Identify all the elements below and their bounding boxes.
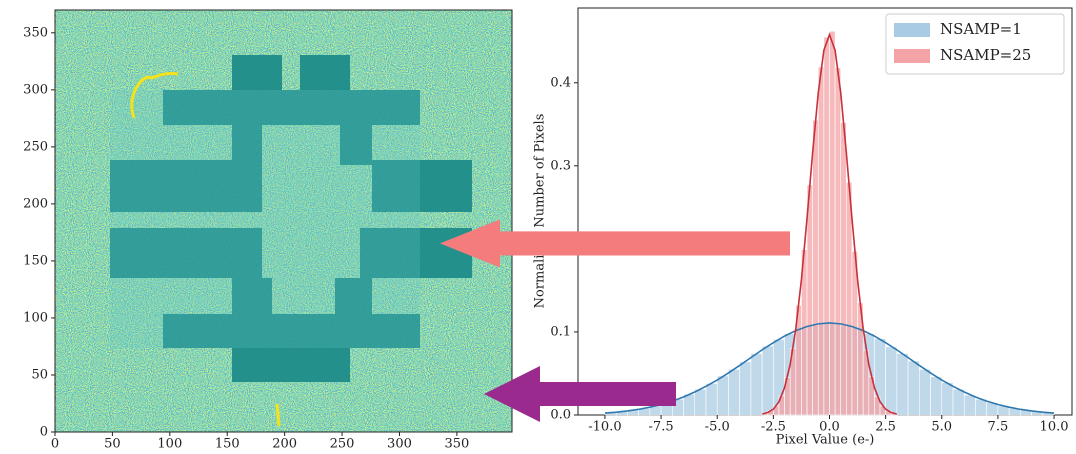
x-tick-label: -5.0: [705, 420, 730, 435]
bar: [964, 395, 975, 415]
bar: [813, 120, 819, 415]
x-tick-label: 50: [104, 437, 121, 452]
bar: [942, 383, 953, 415]
bar: [728, 369, 739, 415]
bar: [931, 377, 942, 415]
y-tick-label: 250: [23, 139, 48, 154]
x-tick-label: 7.5: [988, 420, 1009, 435]
bar: [886, 347, 897, 415]
bar: [717, 376, 728, 415]
legend-swatch: [894, 23, 930, 37]
y-tick-label: 0.4: [550, 75, 571, 90]
y-tick-label: 0: [40, 425, 48, 440]
bar: [835, 68, 841, 415]
cosmic-ray: [277, 404, 279, 426]
bar: [824, 37, 830, 415]
legend-label: NSAMP=1: [940, 20, 1022, 38]
bar: [975, 399, 986, 415]
x-tick-label: 2.5: [875, 420, 896, 435]
legend-swatch: [894, 49, 930, 63]
legend-label: NSAMP=25: [940, 46, 1031, 64]
bar: [706, 383, 717, 415]
bar: [829, 31, 835, 415]
x-tick-label: 10.0: [1040, 420, 1069, 435]
bar: [807, 185, 813, 415]
x-tick-label: -7.5: [649, 420, 674, 435]
x-tick-label: 300: [387, 437, 412, 452]
bar: [908, 361, 919, 415]
image-panel: [55, 10, 512, 432]
y-tick-label: 150: [23, 253, 48, 268]
y-tick-label: 300: [23, 82, 48, 97]
x-tick-label: 5.0: [931, 420, 952, 435]
x-tick-label: 150: [215, 437, 240, 452]
x-tick-label: 250: [330, 437, 355, 452]
y-tick-label: 0.0: [550, 408, 571, 423]
bar: [953, 389, 964, 415]
y-tick-label: 50: [31, 367, 48, 382]
bar: [740, 362, 751, 415]
bar: [762, 346, 773, 415]
y-tick-label: 350: [23, 25, 48, 40]
x-tick-label: 0: [51, 437, 59, 452]
arrow-red: [440, 219, 790, 267]
figure: Normalized Number of Pixels Pixel Value …: [0, 0, 1076, 454]
y-tick-label: 200: [23, 196, 48, 211]
x-tick-label: 0.0: [819, 420, 840, 435]
y-axis-label: Normalized Number of Pixels: [533, 114, 548, 309]
y-tick-label: 0.1: [550, 324, 571, 339]
x-tick-label: 200: [272, 437, 297, 452]
x-tick-label: 350: [444, 437, 469, 452]
legend: NSAMP=1 NSAMP=25: [886, 14, 1064, 74]
x-tick-label: 100: [157, 437, 182, 452]
bar: [751, 354, 762, 415]
bar: [695, 389, 706, 415]
y-tick-label: 100: [23, 310, 48, 325]
bar: [684, 394, 695, 415]
x-tick-label: -2.5: [761, 420, 786, 435]
x-axis-label: Pixel Value (e-): [776, 433, 875, 448]
histogram: [605, 31, 1054, 415]
bar: [919, 369, 930, 415]
bar: [818, 67, 824, 415]
bar: [897, 354, 908, 415]
bar: [841, 123, 847, 415]
y-tick-label: 0.3: [550, 158, 571, 173]
x-tick-label: -10.0: [588, 420, 621, 435]
